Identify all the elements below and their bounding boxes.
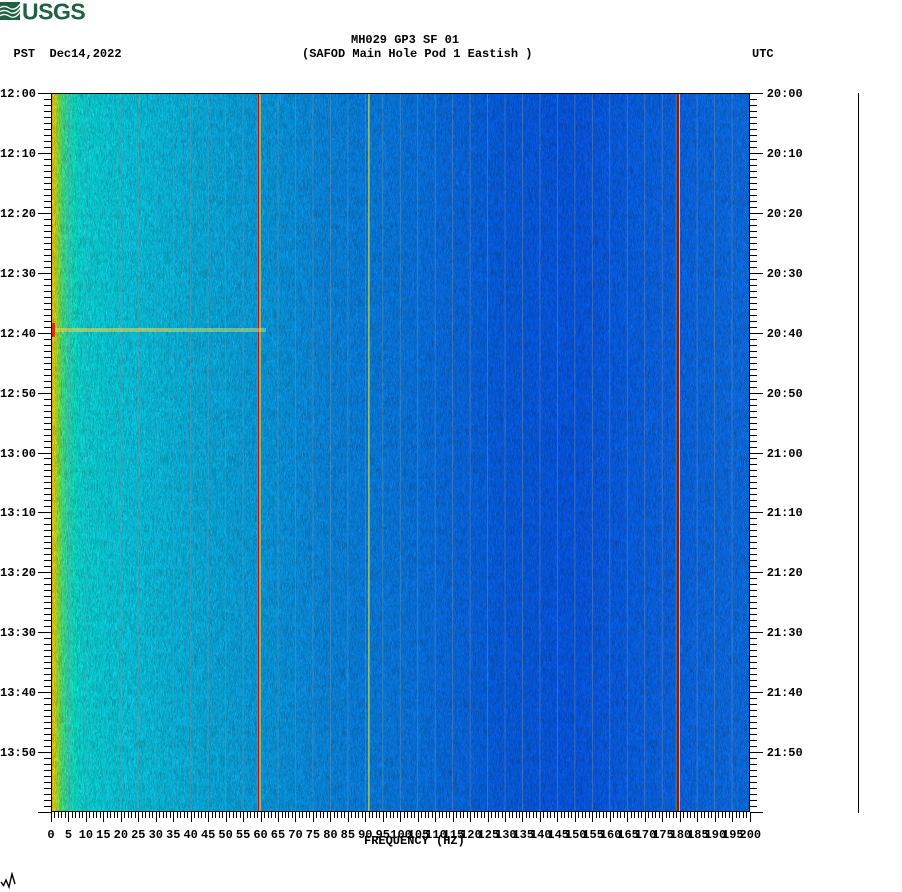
svg-text:USGS: USGS	[22, 0, 85, 25]
